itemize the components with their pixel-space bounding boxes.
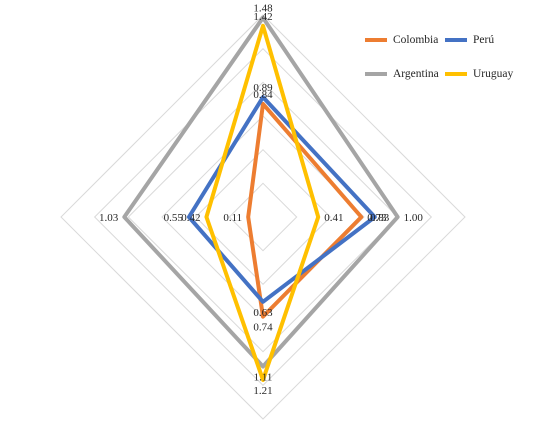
data-label-argentina-bottom: 1.11: [254, 371, 273, 383]
legend-swatch-argentina: [365, 72, 387, 76]
series-line-argentina: [122, 15, 400, 369]
data-label-uruguay-right: 0.41: [324, 212, 343, 224]
data-label-uruguay-left: 0.42: [181, 212, 200, 224]
data-label-colombia-right: 0.73: [367, 212, 387, 224]
legend-swatch-colombia: [365, 38, 387, 42]
data-label-per-left: 0.55: [164, 212, 184, 224]
legend-item-argentina: Argentina: [365, 68, 439, 80]
series-line-colombia: [246, 101, 364, 319]
data-label-uruguay-bottom: 1.21: [253, 385, 272, 397]
grid-ring-2: [194, 148, 332, 286]
data-label-argentina-right: 1.00: [404, 212, 424, 224]
grid-ring-1: [228, 182, 298, 252]
data-label-colombia-top: 0.84: [253, 89, 273, 101]
data-label-uruguay-top: 1.42: [253, 11, 272, 23]
legend-label-peru: Perú: [473, 34, 495, 46]
legend-swatch-uruguay: [445, 72, 467, 76]
series-line-uruguay: [204, 23, 321, 382]
legend-swatch-peru: [445, 38, 467, 42]
data-label-argentina-top: 1.48: [253, 3, 273, 15]
data-label-per-bottom: 0.63: [253, 307, 273, 319]
data-label-argentina-left: 1.03: [99, 212, 119, 224]
data-label-colombia-left: 0.11: [223, 212, 242, 224]
legend-item-colombia: Colombia: [365, 34, 438, 46]
grid-ring-4: [127, 81, 399, 353]
legend-label-argentina: Argentina: [393, 68, 439, 80]
legend-label-uruguay: Uruguay: [473, 68, 514, 80]
data-label-colombia-bottom: 0.74: [253, 322, 273, 334]
legend-item-uruguay: Uruguay: [445, 68, 513, 80]
grid-ring-5: [93, 47, 433, 387]
series-line-per: [186, 95, 377, 304]
grid-ring-6: [60, 14, 466, 420]
legend-label-colombia: Colombia: [393, 34, 439, 46]
legend-item-peru: Perú: [445, 34, 494, 46]
data-label-per-top: 0.89: [253, 82, 273, 94]
data-label-peru-right: 0.83: [370, 212, 390, 224]
